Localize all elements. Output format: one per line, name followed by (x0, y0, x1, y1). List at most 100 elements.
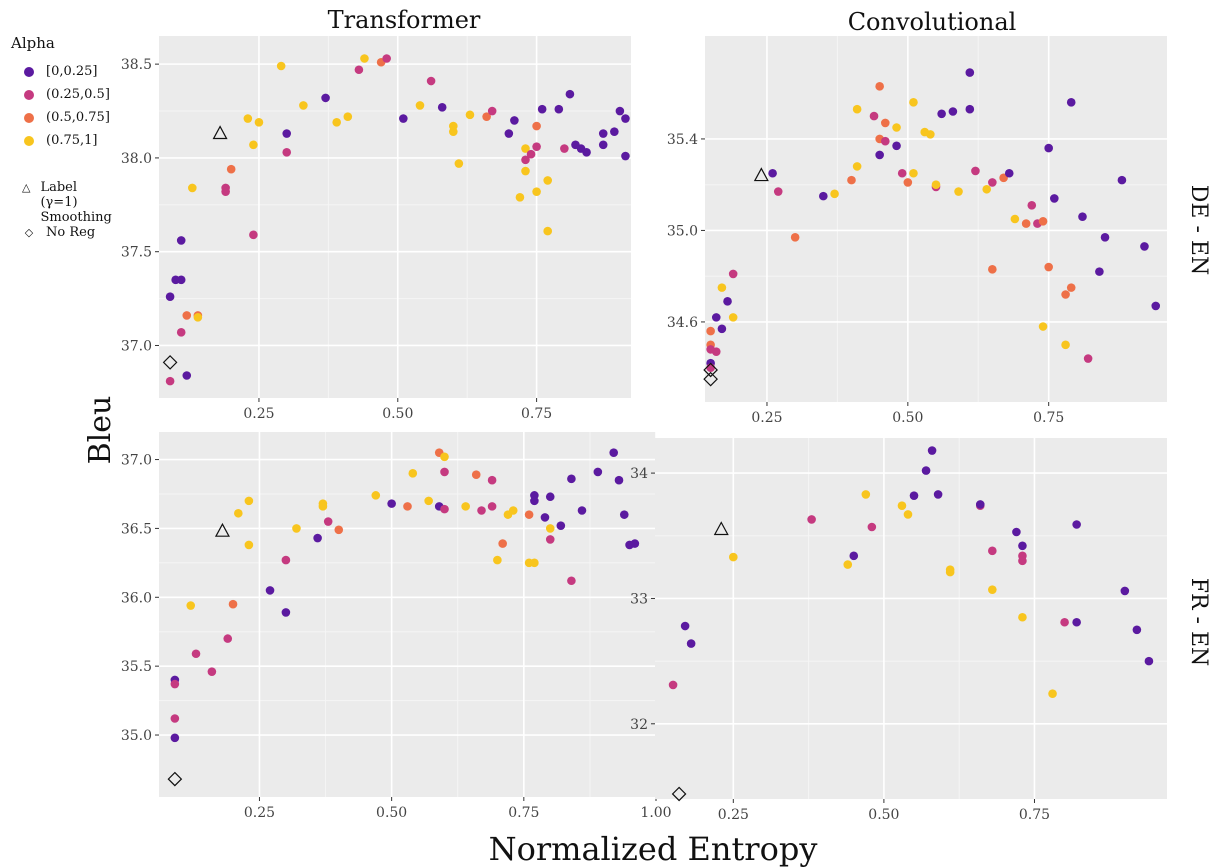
scatter-point (1044, 143, 1053, 153)
scatter-point (609, 448, 619, 457)
circle-icon (24, 112, 34, 123)
scatter-point (1078, 212, 1087, 222)
y-tick-label: 37.0 (121, 453, 152, 469)
scatter-panel: 0.25 0.50 0.75 34.6 35.0 35.4 (667, 36, 1167, 426)
scatter-point (933, 490, 943, 499)
scatter-point (790, 233, 800, 242)
y-tick-label: 35.0 (121, 728, 152, 744)
scatter-point (323, 517, 333, 526)
scatter-point (909, 168, 918, 178)
scatter-point (426, 76, 436, 86)
scatter-point (249, 140, 258, 150)
y-tick-label: 36.0 (121, 590, 152, 606)
alpha-legend-item: (0.25,0.5] (6, 83, 118, 106)
scatter-point (282, 129, 292, 138)
scatter-point (975, 500, 985, 509)
scatter-point (521, 166, 530, 176)
scatter-point (191, 649, 201, 659)
scatter-point (545, 535, 555, 544)
scatter-point (482, 112, 491, 121)
scatter-point (861, 490, 871, 499)
scatter-point (449, 121, 458, 131)
scatter-point (867, 522, 877, 532)
scatter-point (830, 189, 839, 199)
scatter-point (1132, 625, 1142, 635)
scatter-point (728, 313, 738, 322)
scatter-point (399, 114, 408, 123)
x-axis-label: Normalized Entropy (489, 830, 818, 867)
scatter-point (945, 567, 955, 577)
regularization-legend: △ Label (γ=1) Smoothing ◇ No Reg (6, 180, 118, 247)
alpha-legend-label: (0.5,0.75] (46, 110, 110, 125)
scatter-point (729, 552, 738, 562)
scatter-point (897, 168, 907, 178)
scatter-point (843, 560, 853, 569)
scatter-point (415, 101, 425, 110)
scatter-point (265, 586, 275, 595)
scatter-point (360, 54, 369, 63)
y-tick-label: 37.0 (121, 338, 152, 354)
scatter-point (176, 328, 186, 337)
scatter-point (971, 166, 980, 176)
no-reg-point (167, 771, 183, 787)
scatter-point (477, 506, 486, 515)
scatter-point (926, 130, 935, 139)
scatter-point (540, 513, 550, 522)
scatter-point (170, 679, 180, 689)
scatter-point (892, 141, 901, 151)
column-title-transformer: Transformer (328, 6, 481, 34)
y-tick-label: 35.5 (121, 659, 152, 675)
scatter-point (440, 467, 449, 477)
scatter-panel: 0.25 0.50 0.75 32 33 34 (630, 438, 1167, 823)
scatter-point (543, 226, 553, 236)
scatter-point (1140, 242, 1149, 251)
scatter-point (332, 117, 341, 127)
scatter-point (621, 114, 630, 123)
scatter-point (354, 65, 364, 75)
y-tick-label: 35.0 (667, 223, 698, 239)
panel-background (705, 36, 1167, 402)
scatter-point (1061, 340, 1070, 350)
scatter-point (1004, 168, 1014, 178)
scatter-point (182, 311, 192, 320)
scatter-point (593, 467, 603, 477)
label-smoothing-point (214, 522, 230, 537)
scatter-point (437, 102, 447, 112)
scatter-point (186, 601, 196, 610)
scatter-point (909, 491, 919, 500)
scatter-point (292, 524, 301, 533)
scatter-point (852, 104, 862, 114)
x-tick-label: 0.25 (244, 805, 275, 821)
scatter-point (440, 452, 449, 462)
label-smoothing-point (713, 521, 729, 536)
scatter-point (176, 236, 186, 245)
scatter-point (510, 116, 519, 125)
row-label-de-en: DE - EN (1186, 185, 1211, 275)
scatter-point (313, 533, 322, 543)
scatter-point (521, 155, 530, 165)
scatter-point (988, 178, 997, 187)
scatter-point (281, 555, 291, 565)
alpha-legend: Alpha [0,0.25] (0.25,0.5] (0.5,0.75] (0.… (6, 34, 118, 152)
scatter-point (532, 142, 541, 151)
scatter-point (170, 733, 180, 743)
scatter-point (880, 118, 890, 128)
scatter-point (680, 621, 690, 631)
scatter-point (221, 183, 230, 193)
scatter-point (243, 114, 253, 123)
scatter-point (165, 292, 175, 302)
scatter-point (897, 501, 907, 510)
scatter-point (706, 326, 715, 336)
scatter-point (621, 151, 630, 161)
scatter-point (545, 492, 555, 502)
scatter-point (937, 109, 946, 119)
scatter-point (176, 275, 186, 285)
no-reg-point (162, 355, 178, 370)
scatter-point (903, 178, 913, 187)
x-tick-label: 0.25 (718, 807, 749, 823)
scatter-point (526, 149, 536, 159)
scatter-point (711, 347, 721, 356)
scatter-point (493, 555, 502, 565)
scatter-point (849, 551, 859, 561)
scatter-point (567, 576, 576, 586)
